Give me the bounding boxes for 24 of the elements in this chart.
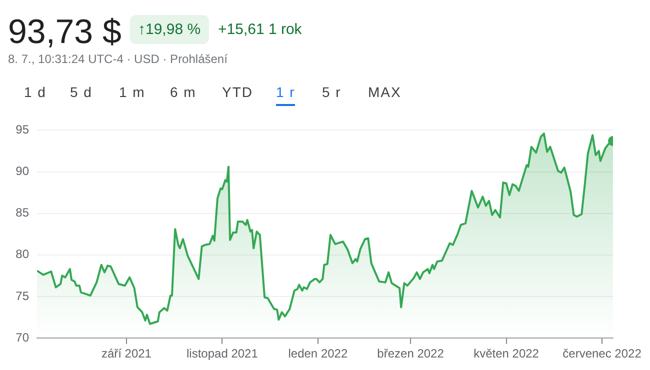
y-tick-label: 80 bbox=[16, 247, 30, 262]
y-tick-label: 75 bbox=[16, 288, 30, 303]
text: 8. 7., 10:31:24 UTC-4 · USD · Prohlášení bbox=[8, 52, 228, 66]
text: 5 d bbox=[70, 84, 92, 100]
x-tick-label: září 2021 bbox=[101, 346, 152, 361]
text: YTD bbox=[222, 84, 253, 100]
x-tick-label: květen 2022 bbox=[474, 346, 540, 361]
x-tick-label: listopad 2021 bbox=[186, 346, 258, 361]
x-tick-label: červenec 2022 bbox=[562, 346, 642, 361]
y-tick-label: 85 bbox=[16, 206, 30, 220]
text: 93,73 $ bbox=[8, 12, 122, 52]
x-tick-label: březen 2022 bbox=[377, 346, 444, 361]
text: 6 m bbox=[170, 84, 196, 100]
y-tick-label: 95 bbox=[16, 122, 30, 137]
y-tick-label: 70 bbox=[16, 330, 30, 344]
text: 1 r bbox=[276, 84, 296, 106]
text: ↑19,98 % bbox=[130, 15, 209, 44]
text: +15,61 1 rok bbox=[218, 21, 302, 38]
text: 5 r bbox=[322, 84, 342, 100]
text: 1 m bbox=[119, 84, 146, 100]
y-tick-label: 90 bbox=[16, 164, 30, 178]
x-tick-label: leden 2022 bbox=[288, 346, 348, 361]
text: 1 d bbox=[24, 84, 46, 100]
text: MAX bbox=[368, 84, 402, 100]
